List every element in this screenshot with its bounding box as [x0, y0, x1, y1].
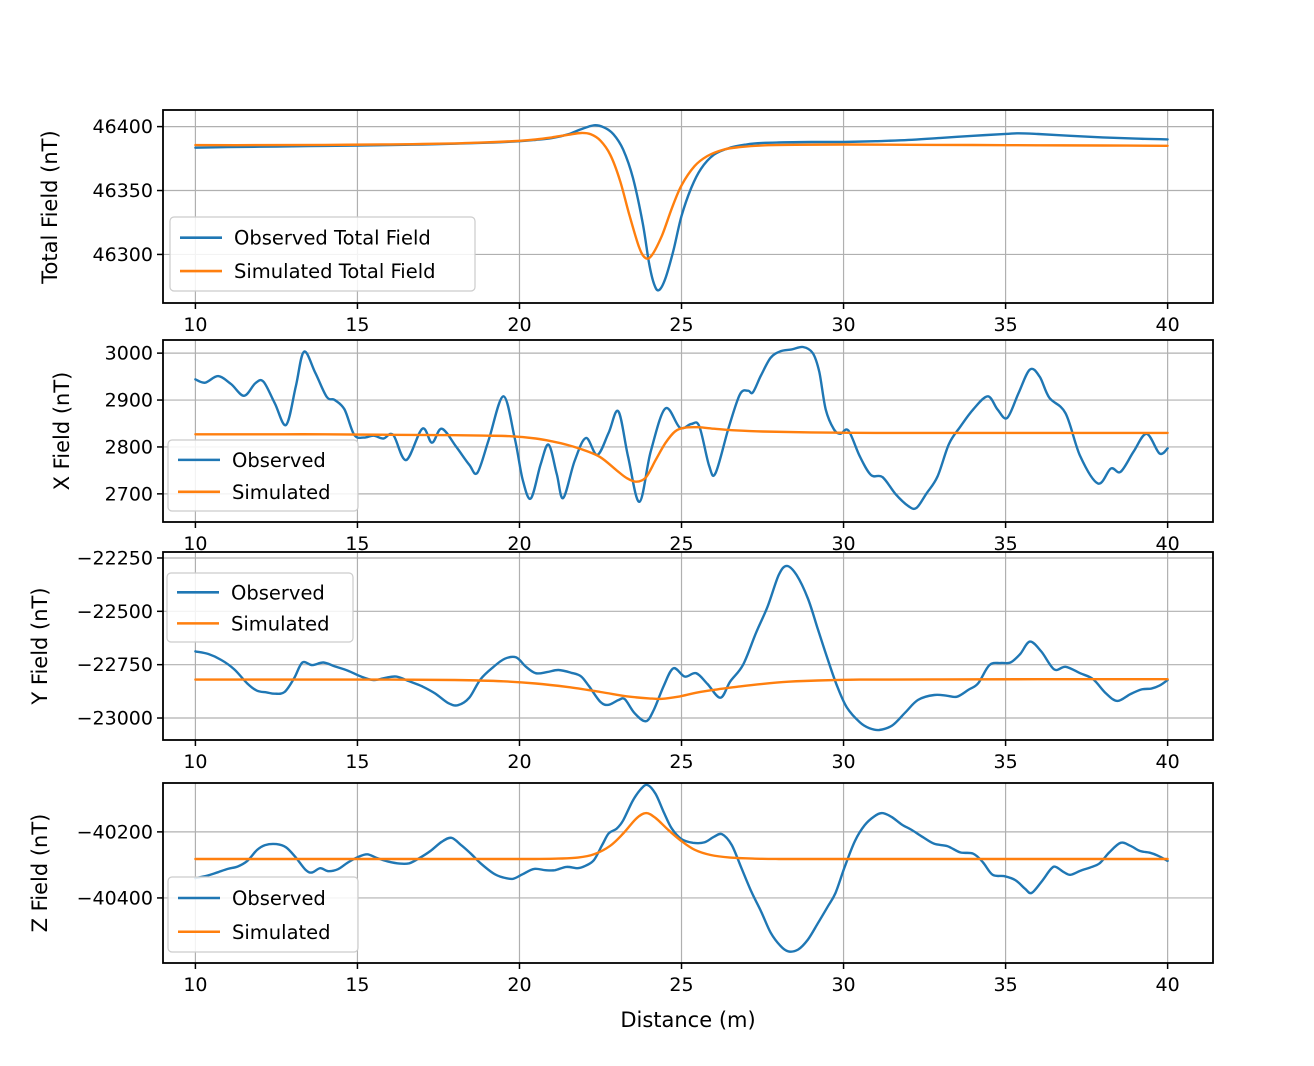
legend: Observed Total Field Simulated Total Fiel…	[169, 216, 476, 292]
x-tick-label: 20	[507, 533, 531, 555]
x-tick-label: 15	[345, 314, 369, 336]
simulated-line	[194, 425, 1169, 483]
y-tick-label: 46300	[93, 244, 153, 266]
observed-line	[194, 564, 1169, 732]
subplot-y-field-nt-: 10 15 20 25 30 35 40 −23000 −22750 −22500 −22250 Ob…	[77, 547, 1214, 773]
x-tick-label: 30	[831, 751, 855, 773]
tick-marks	[157, 831, 1169, 969]
x-tick-label: 25	[669, 751, 693, 773]
x-tick-label: 30	[831, 533, 855, 555]
x-tick-label: 35	[993, 751, 1017, 773]
y-tick-label: −22500	[77, 601, 153, 623]
tick-marks	[157, 352, 1169, 528]
axes-frame	[162, 551, 1214, 741]
tick-marks	[157, 557, 1169, 746]
x-tick-label: 35	[993, 533, 1017, 555]
y-tick-label: −40400	[77, 887, 153, 909]
x-tick-label: 20	[507, 974, 531, 996]
x-tick-label: 40	[1156, 974, 1180, 996]
legend-box	[167, 876, 359, 953]
axes-frame	[162, 109, 1214, 304]
y-tick-label: 46350	[93, 180, 153, 202]
x-tick-label: 10	[183, 314, 207, 336]
legend-label: Observed	[231, 581, 325, 604]
y-tick-label: 2900	[105, 390, 153, 412]
x-tick-label: 20	[507, 751, 531, 773]
x-tick-label: 35	[993, 314, 1017, 336]
x-tick-label: 10	[183, 533, 207, 555]
legend: Observed Simulated	[166, 572, 354, 643]
y-tick-label: 2700	[105, 483, 153, 505]
y-tick-label: −40200	[77, 821, 153, 843]
y-tick-label: −22250	[77, 547, 153, 569]
y-tick-label: 3000	[105, 343, 153, 365]
subplot-total-field-nt-: 10 15 20 25 30 35 40 46300 46350 46400 Observed To…	[93, 109, 1214, 336]
legend-label: Simulated	[232, 481, 331, 504]
legend-label: Observed	[232, 449, 326, 472]
y-tick-label: −23000	[77, 708, 153, 730]
axes-frame	[162, 339, 1214, 523]
legend-box	[166, 572, 354, 643]
x-tick-label: 25	[669, 314, 693, 336]
simulated-line	[194, 677, 1169, 701]
observed-line	[194, 783, 1169, 953]
tick-marks	[157, 125, 1169, 309]
x-tick-label: 40	[1156, 533, 1180, 555]
x-tick-label: 30	[831, 974, 855, 996]
simulated-line	[194, 811, 1169, 861]
x-tick-label: 40	[1156, 751, 1180, 773]
x-tick-label: 15	[345, 751, 369, 773]
subplot-z-field-nt-: 10 15 20 25 30 35 40 −40400 −40200 Observed Simula…	[77, 782, 1214, 996]
y-tick-label: 46400	[93, 116, 153, 138]
x-tick-label: 10	[183, 974, 207, 996]
y-tick-label: −22750	[77, 654, 153, 676]
x-axis-label: Distance (m)	[620, 1008, 756, 1032]
legend-box	[169, 216, 476, 292]
legend: Observed Simulated	[167, 439, 359, 512]
x-tick-label: 15	[345, 974, 369, 996]
legend-label: Simulated Total Field	[234, 260, 435, 283]
x-tick-label: 40	[1156, 314, 1180, 336]
simulated-line	[194, 131, 1169, 260]
legend: Observed Simulated	[167, 876, 359, 953]
x-tick-label: 35	[993, 974, 1017, 996]
x-tick-label: 10	[183, 751, 207, 773]
x-tick-label: 30	[831, 314, 855, 336]
x-tick-label: 25	[669, 974, 693, 996]
x-tick-label: 15	[345, 533, 369, 555]
subplot-x-field-nt-: 10 15 20 25 30 35 40 2700 2800 2900 3000 Observed Si…	[105, 339, 1214, 555]
x-tick-label: 20	[507, 314, 531, 336]
legend-box	[167, 439, 359, 512]
x-tick-label: 25	[669, 533, 693, 555]
y-tick-label: 2800	[105, 436, 153, 458]
legend-label: Observed Total Field	[234, 227, 431, 250]
legend-label: Observed	[232, 887, 326, 910]
legend-label: Simulated	[231, 612, 330, 635]
legend-label: Simulated	[232, 921, 331, 944]
axes-frame	[162, 782, 1214, 964]
